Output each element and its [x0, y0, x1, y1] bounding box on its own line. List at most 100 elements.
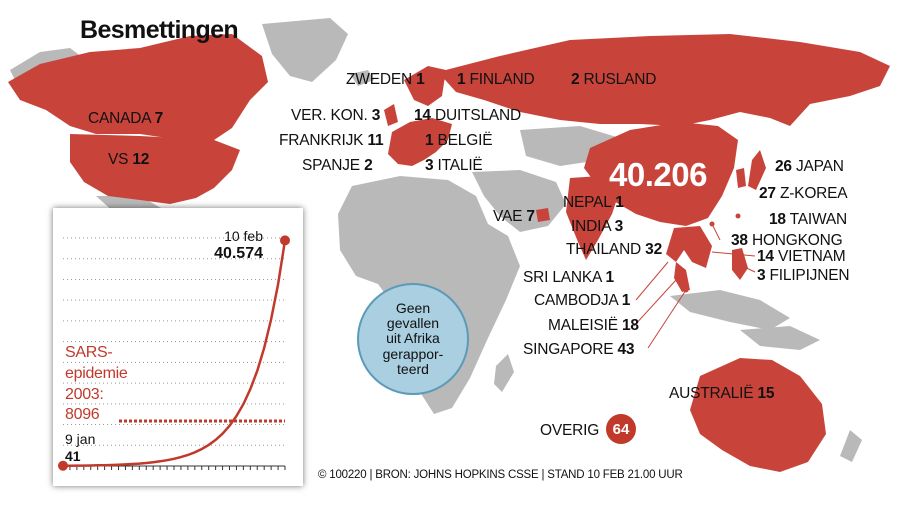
- country-name: CAMBODJA: [534, 292, 618, 309]
- country-count: 1: [605, 269, 614, 286]
- country-count: 1: [457, 71, 466, 88]
- country-count: 32: [645, 241, 663, 258]
- page-title: Besmettingen: [80, 16, 239, 44]
- country-name: RUSLAND: [583, 71, 657, 88]
- china-count: 40.206: [609, 156, 707, 193]
- label-rusland: 2 RUSLAND: [571, 72, 656, 88]
- label-cambodja: CAMBODJA 1: [534, 293, 630, 309]
- label-finland: 1 FINLAND: [457, 71, 535, 88]
- country-name: VAE: [493, 208, 523, 225]
- country-name: NEPAL: [563, 194, 612, 211]
- country-count: 3: [757, 267, 766, 284]
- country-name: CANADA: [88, 110, 151, 127]
- country-count: 14: [414, 107, 431, 124]
- country-name: VER. KON.: [291, 107, 368, 124]
- country-count: 12: [132, 151, 150, 168]
- country-name: DUITSLAND: [434, 107, 521, 124]
- country-name: VS: [108, 151, 129, 168]
- end-date-label: 10 feb: [224, 228, 263, 244]
- country-name: FRANKRIJK: [279, 132, 364, 149]
- label-japan: 26 JAPAN: [775, 159, 844, 175]
- overig-text: OVERIG: [540, 422, 600, 439]
- country-name: Z-KOREA: [779, 185, 848, 202]
- japan-shape: [748, 150, 766, 190]
- indochina-shape: [666, 226, 712, 268]
- growth-chart: [58, 235, 290, 471]
- country-name: ZWEDEN: [346, 71, 412, 88]
- country-count: 43: [617, 341, 635, 358]
- country-name: FINLAND: [469, 71, 535, 88]
- country-count: 3: [425, 157, 434, 174]
- country-name: THAILAND: [566, 241, 642, 258]
- country-count: 27: [759, 185, 776, 202]
- country-count: 7: [154, 110, 164, 127]
- country-name: FILIPIJNEN: [769, 267, 850, 284]
- label-hongkong: 38 HONGKONG: [731, 233, 843, 249]
- end-point: [280, 235, 290, 246]
- start-date-label: 9 jan: [65, 431, 96, 447]
- label-verkon: VER. KON. 3: [291, 108, 380, 124]
- country-count: 1: [615, 194, 624, 211]
- label-duitsland: 14 DUITSLAND: [414, 108, 521, 124]
- hongkong-dot: [709, 221, 715, 227]
- country-count: 2: [364, 157, 373, 174]
- label-srilanka: SRI LANKA 1: [523, 270, 614, 286]
- country-name: HONGKONG: [751, 232, 843, 249]
- growth-chart-inset: 10 feb 40.574 SARS-epidemie 2003: 8096 9 j…: [53, 208, 303, 486]
- country-name: TAIWAN: [789, 211, 848, 228]
- source-line: © 100220 | BRON: JOHNS HOPKINS CSSE | ST…: [318, 469, 683, 481]
- label-nepal: NEPAL 1: [563, 195, 624, 211]
- label-frankrijk: FRANKRIJK 11: [279, 132, 384, 149]
- country-name: AUSTRALIË: [669, 385, 754, 402]
- country-count: 18: [769, 211, 786, 228]
- start-point: [58, 460, 68, 471]
- africa-note-text: Geen gevallen uit Afrika gerappor- teerd: [382, 299, 444, 378]
- growth-line: [62, 240, 287, 468]
- overig-count: 64: [606, 414, 636, 444]
- country-count: 7: [526, 208, 535, 225]
- country-count: 18: [622, 317, 639, 334]
- country-name: JAPAN: [795, 158, 844, 175]
- overig-label: OVERIG: [540, 423, 599, 439]
- australia-shape: [690, 358, 826, 472]
- malaysia-shape: [674, 262, 690, 292]
- country-count: 1: [621, 292, 631, 309]
- korea-shape: [736, 168, 746, 188]
- vae-shape: [536, 208, 550, 222]
- china-shape: [584, 122, 738, 226]
- country-count: 15: [757, 385, 775, 402]
- label-singapore: SINGAPORE 43: [523, 341, 635, 358]
- country-count: 14: [757, 248, 774, 265]
- label-spanje: SPANJE 2: [302, 157, 373, 174]
- sars-label-line: 2003:: [65, 385, 104, 403]
- country-count: 1: [425, 132, 434, 149]
- end-value-label: 40.574: [214, 245, 263, 262]
- country-name: SPANJE: [302, 157, 360, 174]
- leader-lines: [390, 115, 756, 349]
- canada-shape: [8, 34, 268, 140]
- label-thailand: THAILAND 32: [566, 242, 662, 258]
- sars-reference-label: SARS-epidemie 2003: 8096: [65, 343, 128, 426]
- sars-label-line: SARS-: [65, 344, 113, 361]
- start-value-label: 41: [65, 448, 81, 464]
- country-count: 1: [416, 71, 425, 88]
- label-zkorea: 27 Z-KOREA: [759, 185, 848, 202]
- russia-shape: [438, 34, 890, 126]
- country-name: ITALIË: [437, 157, 483, 174]
- africa-note-bubble: Geen gevallen uit Afrika gerappor- teerd: [357, 283, 469, 395]
- scandinavia-shape: [404, 66, 446, 106]
- label-canada: CANADA 7: [88, 111, 163, 127]
- country-name: MALEISIË: [548, 317, 618, 334]
- label-belgie: 1 BELGIË: [425, 132, 493, 149]
- country-count: 2: [571, 71, 580, 88]
- affected-countries: [8, 34, 890, 472]
- label-vietnam: 14 VIETNAM: [757, 248, 846, 265]
- sars-label-line: epidemie: [65, 364, 128, 382]
- sars-label-line: 8096: [65, 406, 100, 424]
- label-taiwan: 18 TAIWAN: [769, 212, 847, 228]
- uk-shape: [384, 104, 398, 126]
- west-europe-shape: [388, 118, 452, 166]
- taiwan-dot: [735, 213, 741, 219]
- country-count: 11: [367, 132, 384, 149]
